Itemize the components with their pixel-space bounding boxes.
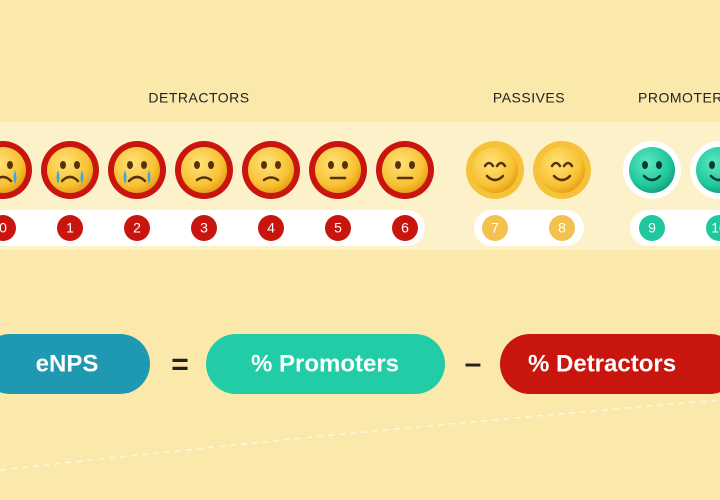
mouth (552, 174, 572, 182)
score-group: PASSIVES 7 8 (466, 90, 591, 246)
score-number: 9 (648, 220, 656, 236)
mouth (195, 176, 213, 182)
face (0, 147, 26, 193)
eye (395, 161, 401, 169)
eye (409, 161, 415, 169)
eye (656, 161, 662, 169)
score-chip (258, 215, 284, 241)
emoji-face (175, 141, 233, 199)
tear (123, 170, 127, 184)
eye (127, 161, 133, 169)
face (47, 147, 93, 193)
mouth (709, 174, 720, 182)
mouth (642, 174, 662, 182)
equals-sign: = (171, 348, 189, 381)
score-number: 7 (491, 220, 499, 236)
eye (194, 161, 200, 169)
eye (60, 161, 66, 169)
group-label: PASSIVES (493, 90, 565, 106)
eye (208, 161, 214, 169)
mouth (485, 174, 505, 182)
score-chip (0, 215, 16, 241)
score-chip (124, 215, 150, 241)
score-number: 10 (711, 220, 720, 236)
eye (342, 161, 348, 169)
group-label: PROMOTERS (638, 90, 720, 106)
face (248, 147, 294, 193)
emoji-face (690, 141, 720, 199)
score-number: 5 (334, 220, 342, 236)
face (114, 147, 160, 193)
score-number: 2 (133, 220, 141, 236)
mouth (0, 175, 13, 183)
emoji-face (466, 141, 524, 199)
face (315, 147, 361, 193)
detractors-pill (500, 334, 720, 394)
promoters-pill (206, 334, 445, 394)
minus-sign: – (465, 347, 482, 380)
score-number: 6 (401, 220, 409, 236)
eye (483, 161, 495, 168)
eye (562, 161, 574, 168)
tear (13, 170, 17, 184)
eye (328, 161, 334, 169)
emoji-face (41, 141, 99, 199)
eye (74, 161, 80, 169)
tear (56, 170, 60, 184)
score-chip (639, 215, 665, 241)
score-chip (482, 215, 508, 241)
score-chip (392, 215, 418, 241)
face (382, 147, 428, 193)
score-number: 1 (66, 220, 74, 236)
emoji-face (108, 141, 166, 199)
eye (550, 161, 562, 168)
face (181, 147, 227, 193)
score-number: 3 (200, 220, 208, 236)
decor-line (0, 399, 720, 471)
face (539, 147, 585, 193)
eye (7, 161, 13, 169)
score-chip (706, 215, 720, 241)
score-group: PROMOTERS 9 10 (623, 90, 720, 246)
emoji-face (533, 141, 591, 199)
promoters-label: % Promoters (251, 350, 399, 377)
face (472, 147, 518, 193)
score-chip (57, 215, 83, 241)
score-scale: DETRACTORS 0 1 2 3 4 5 6 PASSIVES 7 8 PROMOTERS 9 10 (0, 90, 720, 246)
score-group: DETRACTORS 0 1 2 3 4 5 6 (0, 90, 434, 246)
mouth (60, 175, 80, 183)
emoji-face (0, 141, 32, 199)
eye (642, 161, 648, 169)
enps-pill (0, 334, 150, 394)
emoji-face (242, 141, 300, 199)
detractors-label: % Detractors (528, 350, 676, 377)
score-number: 4 (267, 220, 275, 236)
eye (141, 161, 147, 169)
formula: eNPS = % Promoters – % Detractors (0, 334, 720, 394)
face (629, 147, 675, 193)
emoji-face (623, 141, 681, 199)
mouth (262, 176, 280, 182)
score-chip (549, 215, 575, 241)
emoji-face (376, 141, 434, 199)
score-number: 0 (0, 220, 7, 236)
mouth (127, 175, 147, 183)
score-chip (325, 215, 351, 241)
eye (495, 161, 507, 168)
tear (147, 170, 151, 184)
eye (275, 161, 281, 169)
score-chip (191, 215, 217, 241)
eye (261, 161, 267, 169)
tear (80, 170, 84, 184)
score-number: 8 (558, 220, 566, 236)
group-label: DETRACTORS (148, 90, 249, 106)
eye (709, 161, 715, 169)
emoji-face (309, 141, 367, 199)
enps-label: eNPS (36, 350, 99, 377)
face (696, 147, 720, 193)
